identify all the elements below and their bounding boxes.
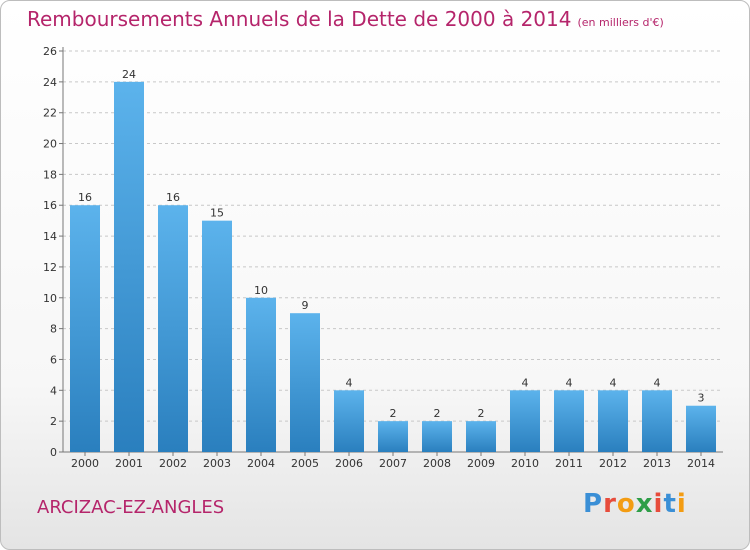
bar	[290, 313, 320, 452]
x-tick-label: 2000	[71, 457, 99, 470]
y-tick-label: 18	[43, 168, 57, 181]
label-layer: 1620002420011620021520031020049200542006…	[71, 68, 715, 470]
bar-layer	[70, 81, 716, 452]
y-tick-label: 24	[43, 76, 57, 89]
x-tick-label: 2009	[467, 457, 495, 470]
bar	[598, 390, 628, 452]
bar	[554, 390, 584, 452]
bar-value-label: 4	[654, 376, 661, 389]
y-tick-label: 10	[43, 292, 57, 305]
y-tick-label: 22	[43, 107, 57, 120]
x-tick-label: 2010	[511, 457, 539, 470]
x-tick-label: 2001	[115, 457, 143, 470]
bar-value-label: 15	[210, 207, 224, 220]
x-tick-label: 2006	[335, 457, 363, 470]
x-tick-label: 2013	[643, 457, 671, 470]
x-tick-label: 2007	[379, 457, 407, 470]
x-tick-label: 2014	[687, 457, 715, 470]
x-tick-label: 2004	[247, 457, 275, 470]
bar-value-label: 3	[698, 392, 705, 405]
brand-logo: Proxiti	[583, 489, 687, 519]
y-tick-label: 4	[50, 384, 57, 397]
chart-subtitle: (en milliers d'€)	[577, 16, 664, 29]
bar-value-label: 2	[434, 407, 441, 420]
y-tick-label: 26	[43, 45, 57, 58]
bar-value-label: 2	[478, 407, 485, 420]
bar	[642, 390, 672, 452]
y-tick-label: 14	[43, 230, 57, 243]
bar	[114, 81, 144, 452]
y-tick-label: 12	[43, 261, 57, 274]
bar-value-label: 4	[610, 376, 617, 389]
bar-value-label: 16	[166, 191, 180, 204]
bar	[378, 421, 408, 452]
bar	[158, 205, 188, 452]
y-tick-label: 2	[50, 415, 57, 428]
y-tick-label: 0	[50, 446, 57, 459]
x-tick-label: 2003	[203, 457, 231, 470]
bar-value-label: 2	[390, 407, 397, 420]
y-tick-label: 6	[50, 353, 57, 366]
brand-logo-letter: o	[616, 489, 636, 519]
bar	[70, 205, 100, 452]
brand-logo-letter: P	[583, 489, 604, 519]
bar	[466, 421, 496, 452]
bar	[686, 405, 716, 452]
brand-logo-letter: i	[653, 489, 664, 519]
x-tick-label: 2011	[555, 457, 583, 470]
bar	[510, 390, 540, 452]
bar-value-label: 10	[254, 284, 268, 297]
commune-name: ARCIZAC-EZ-ANGLES	[37, 497, 225, 518]
bar-value-label: 4	[566, 376, 573, 389]
bar	[334, 390, 364, 452]
x-tick-label: 2002	[159, 457, 187, 470]
brand-logo-letter: t	[663, 489, 677, 519]
bar-value-label: 4	[346, 376, 353, 389]
x-tick-label: 2008	[423, 457, 451, 470]
bar-value-label: 16	[78, 191, 92, 204]
bar-value-label: 24	[122, 68, 136, 81]
bar	[246, 297, 276, 452]
chart-title: Remboursements Annuels de la Dette de 20…	[27, 7, 664, 31]
y-tick-label: 16	[43, 199, 57, 212]
x-tick-label: 2005	[291, 457, 319, 470]
x-tick-label: 2012	[599, 457, 627, 470]
y-tick-label: 20	[43, 138, 57, 151]
bar-value-label: 9	[302, 299, 309, 312]
y-tick-label: 8	[50, 323, 57, 336]
bar-value-label: 4	[522, 376, 529, 389]
brand-logo-letter: r	[603, 489, 617, 519]
bar	[202, 220, 232, 452]
brand-logo-letter: i	[676, 489, 687, 519]
brand-logo-letter: x	[635, 489, 654, 519]
bar	[422, 421, 452, 452]
chart-title-text: Remboursements Annuels de la Dette de 20…	[27, 7, 572, 31]
